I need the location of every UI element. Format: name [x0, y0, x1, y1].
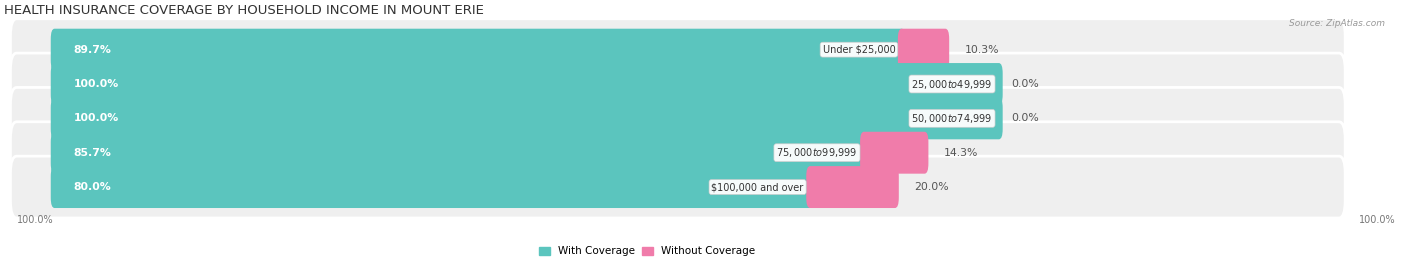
Text: 85.7%: 85.7%: [73, 148, 111, 158]
Legend: With Coverage, Without Coverage: With Coverage, Without Coverage: [534, 242, 759, 261]
Text: HEALTH INSURANCE COVERAGE BY HOUSEHOLD INCOME IN MOUNT ERIE: HEALTH INSURANCE COVERAGE BY HOUSEHOLD I…: [4, 4, 484, 17]
FancyBboxPatch shape: [10, 87, 1346, 149]
FancyBboxPatch shape: [51, 63, 1002, 105]
Text: 20.0%: 20.0%: [914, 182, 949, 192]
Text: $25,000 to $49,999: $25,000 to $49,999: [911, 77, 993, 90]
Text: 100.0%: 100.0%: [73, 79, 118, 89]
FancyBboxPatch shape: [898, 29, 949, 71]
Text: 0.0%: 0.0%: [1011, 113, 1039, 123]
Text: 0.0%: 0.0%: [1011, 79, 1039, 89]
Text: Under $25,000: Under $25,000: [823, 45, 896, 55]
FancyBboxPatch shape: [860, 132, 928, 174]
Text: 89.7%: 89.7%: [73, 45, 111, 55]
FancyBboxPatch shape: [806, 166, 898, 208]
Text: 10.3%: 10.3%: [965, 45, 998, 55]
Text: $75,000 to $99,999: $75,000 to $99,999: [776, 146, 858, 159]
FancyBboxPatch shape: [10, 122, 1346, 184]
FancyBboxPatch shape: [51, 166, 814, 208]
FancyBboxPatch shape: [51, 97, 1002, 139]
FancyBboxPatch shape: [10, 19, 1346, 80]
Text: $100,000 and over: $100,000 and over: [711, 182, 804, 192]
Text: 100.0%: 100.0%: [1360, 215, 1396, 225]
Text: 100.0%: 100.0%: [73, 113, 118, 123]
FancyBboxPatch shape: [10, 156, 1346, 218]
FancyBboxPatch shape: [51, 132, 868, 174]
Text: 100.0%: 100.0%: [17, 215, 53, 225]
Text: 14.3%: 14.3%: [943, 148, 979, 158]
Text: Source: ZipAtlas.com: Source: ZipAtlas.com: [1289, 19, 1385, 28]
Text: 80.0%: 80.0%: [73, 182, 111, 192]
FancyBboxPatch shape: [10, 53, 1346, 115]
Text: $50,000 to $74,999: $50,000 to $74,999: [911, 112, 993, 125]
FancyBboxPatch shape: [51, 29, 905, 71]
